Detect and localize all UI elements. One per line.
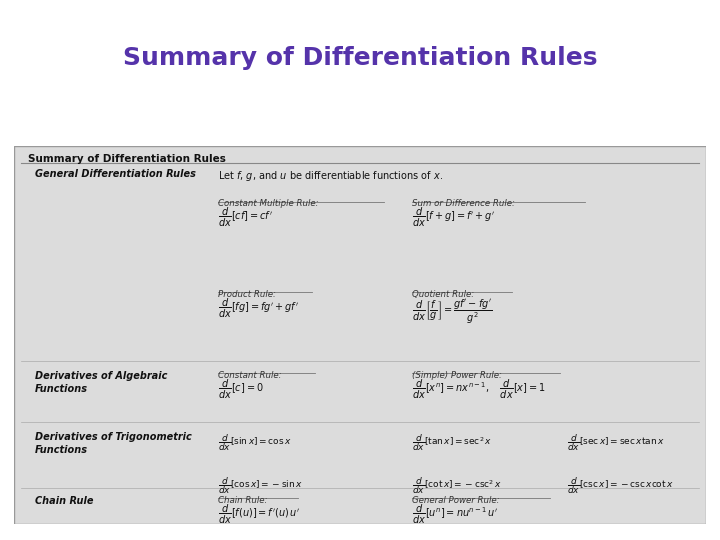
Text: General Differentiation Rules: General Differentiation Rules xyxy=(35,169,196,179)
Text: Summary of Differentiation Rules: Summary of Differentiation Rules xyxy=(28,154,226,164)
Text: $\dfrac{d}{dx}[f + g] = f' + g'$: $\dfrac{d}{dx}[f + g] = f' + g'$ xyxy=(412,206,495,230)
Text: $\dfrac{d}{dx}[fg] = fg' + gf'$: $\dfrac{d}{dx}[fg] = fg' + gf'$ xyxy=(218,297,299,320)
Text: $\dfrac{d}{dx}[f(u)] = f'(u)\, u'$: $\dfrac{d}{dx}[f(u)] = f'(u)\, u'$ xyxy=(218,503,300,526)
Text: $\dfrac{d}{dx}[\cot x] = -\csc^2 x$: $\dfrac{d}{dx}[\cot x] = -\csc^2 x$ xyxy=(412,475,502,496)
Text: General Power Rule:: General Power Rule: xyxy=(412,496,500,505)
Text: $\dfrac{d}{dx}\left[\dfrac{f}{g}\right] = \dfrac{gf' - fg'}{g^2}$: $\dfrac{d}{dx}\left[\dfrac{f}{g}\right] … xyxy=(412,297,492,326)
Text: $\dfrac{d}{dx}[cf] = cf'$: $\dfrac{d}{dx}[cf] = cf'$ xyxy=(218,206,273,230)
Text: Chain Rule: Chain Rule xyxy=(35,496,94,506)
Text: Constant Rule:: Constant Rule: xyxy=(218,371,282,380)
Text: $\dfrac{d}{dx}[u^n] = nu^{n-1}\, u'$: $\dfrac{d}{dx}[u^n] = nu^{n-1}\, u'$ xyxy=(412,503,498,526)
Text: Sum or Difference Rule:: Sum or Difference Rule: xyxy=(412,199,515,208)
Text: $\dfrac{d}{dx}[\sec x] = \sec x\tan x$: $\dfrac{d}{dx}[\sec x] = \sec x\tan x$ xyxy=(567,432,665,453)
Text: $\dfrac{d}{dx}[c] = 0$: $\dfrac{d}{dx}[c] = 0$ xyxy=(218,377,264,401)
Text: $\dfrac{d}{dx}[x^n] = nx^{n-1},\quad \dfrac{d}{dx}[x] = 1$: $\dfrac{d}{dx}[x^n] = nx^{n-1},\quad \df… xyxy=(412,377,546,401)
Text: $\dfrac{d}{dx}[\sin x] = \cos x$: $\dfrac{d}{dx}[\sin x] = \cos x$ xyxy=(218,432,292,453)
Text: Quotient Rule:: Quotient Rule: xyxy=(412,290,474,299)
Text: $\dfrac{d}{dx}[\csc x] = -\csc x\cot x$: $\dfrac{d}{dx}[\csc x] = -\csc x\cot x$ xyxy=(567,475,674,496)
Text: Constant Multiple Rule:: Constant Multiple Rule: xyxy=(218,199,319,208)
Text: Derivatives of Algebraic
Functions: Derivatives of Algebraic Functions xyxy=(35,371,168,394)
Text: (Simple) Power Rule:: (Simple) Power Rule: xyxy=(412,371,502,380)
Text: Let $f$, $g$, and $u$ be differentiable functions of $x$.: Let $f$, $g$, and $u$ be differentiable … xyxy=(218,169,444,183)
Text: $\dfrac{d}{dx}[\tan x] = \sec^2 x$: $\dfrac{d}{dx}[\tan x] = \sec^2 x$ xyxy=(412,432,492,453)
Text: Chain Rule:: Chain Rule: xyxy=(218,496,268,505)
Text: $\dfrac{d}{dx}[\cos x] = -\sin x$: $\dfrac{d}{dx}[\cos x] = -\sin x$ xyxy=(218,475,303,496)
FancyBboxPatch shape xyxy=(14,146,706,524)
Text: Summary of Differentiation Rules: Summary of Differentiation Rules xyxy=(122,46,598,70)
Text: Product Rule:: Product Rule: xyxy=(218,290,276,299)
Text: Derivatives of Trigonometric
Functions: Derivatives of Trigonometric Functions xyxy=(35,432,192,455)
